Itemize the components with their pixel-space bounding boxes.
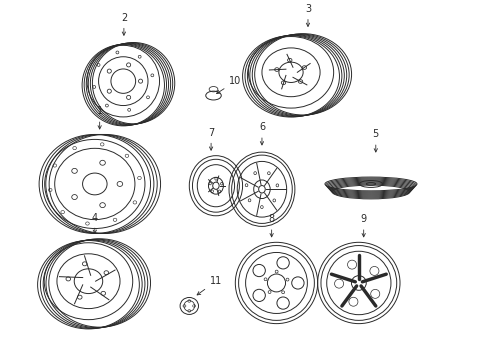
Text: 11: 11 <box>197 276 222 295</box>
Text: 4: 4 <box>92 212 98 233</box>
Text: 9: 9 <box>361 214 367 237</box>
Text: 3: 3 <box>305 4 311 26</box>
Text: 10: 10 <box>217 76 242 94</box>
Text: 5: 5 <box>373 130 379 152</box>
Text: 1: 1 <box>97 107 103 129</box>
Text: 6: 6 <box>259 122 265 145</box>
Text: 7: 7 <box>208 128 214 150</box>
Text: 8: 8 <box>269 214 275 237</box>
Text: 2: 2 <box>121 13 127 35</box>
